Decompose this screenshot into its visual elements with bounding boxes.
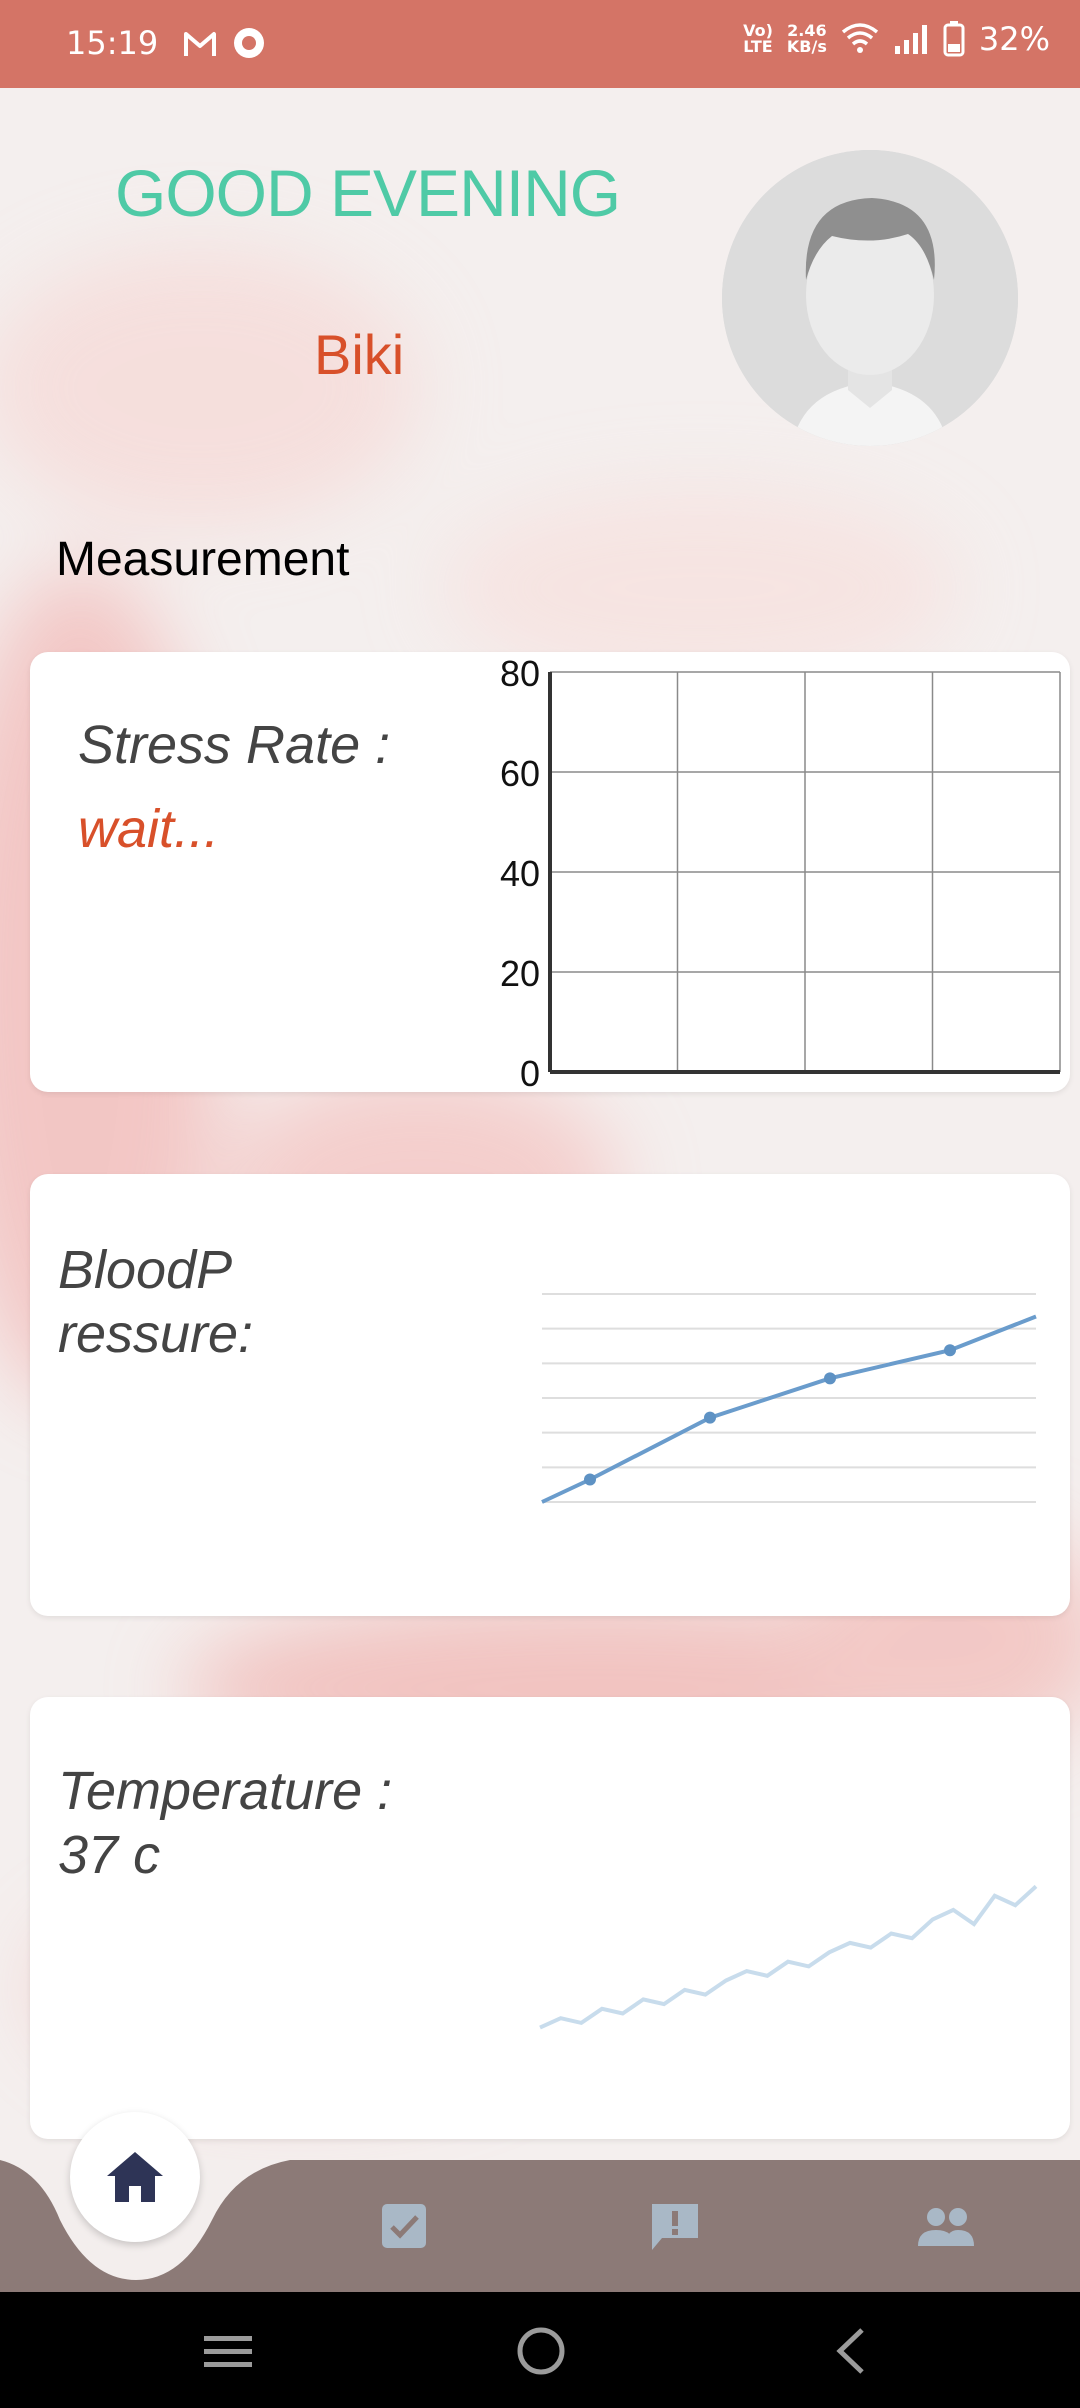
status-time: 15:19: [66, 24, 159, 62]
record-icon: [234, 28, 264, 58]
y-tick-label: 20: [500, 953, 540, 994]
blood-pressure-chart: [541, 1293, 1037, 1504]
gmail-icon: [184, 32, 216, 56]
bp-data-point: [704, 1411, 716, 1424]
signal-icon: [894, 25, 927, 54]
home-nav-button[interactable]: [70, 2112, 200, 2242]
status-bar: 15:19 Vo) LTE 2.46 KB/s: [0, 0, 1080, 88]
stress-card[interactable]: Stress Rate : wait... 0 20 40 60 80: [30, 652, 1070, 1092]
home-circle-icon[interactable]: [516, 2326, 566, 2376]
stress-rate-label: Stress Rate :: [78, 715, 391, 775]
avatar[interactable]: [722, 150, 1018, 446]
blood-pressure-label: BloodP ressure:: [58, 1240, 254, 1364]
menu-icon[interactable]: [202, 2332, 254, 2372]
y-tick-label: 60: [500, 753, 540, 794]
y-tick-label: 0: [520, 1053, 540, 1092]
people-icon[interactable]: [916, 2206, 976, 2248]
network-speed: 2.46 KB/s: [786, 21, 827, 56]
temperature-label: Temperature : 37 c: [58, 1761, 393, 1885]
stress-chart: 0 20 40 60 80: [500, 653, 1061, 1092]
wifi-icon: [841, 23, 878, 53]
stress-rate-value: wait...: [78, 799, 220, 859]
battery-icon: [943, 21, 965, 57]
user-avatar-icon: [722, 150, 1018, 446]
back-icon[interactable]: [830, 2326, 870, 2376]
measurement-heading: Measurement: [56, 533, 350, 586]
battery-percent: 32%: [978, 20, 1050, 58]
temperature-card[interactable]: Temperature : 37 c: [30, 1697, 1070, 2139]
bottom-nav-bar: [0, 2160, 1080, 2292]
home-icon: [107, 2152, 163, 2202]
greeting-text: GOOD EVENING: [115, 156, 621, 230]
y-tick-label: 80: [500, 653, 540, 694]
alert-message-icon[interactable]: [648, 2200, 702, 2254]
y-tick-label: 40: [500, 853, 540, 894]
temperature-series-line: [539, 1884, 1038, 2030]
task-check-icon[interactable]: [380, 2202, 428, 2250]
temperature-chart: [539, 1884, 1038, 2030]
bp-data-point: [824, 1372, 836, 1385]
bp-series-line: [541, 1314, 1037, 1504]
user-name: Biki: [314, 323, 405, 386]
bp-data-point: [584, 1473, 596, 1486]
volte-icon: Vo) LTE: [743, 21, 773, 56]
bp-data-point: [944, 1344, 956, 1357]
blood-pressure-card[interactable]: BloodP ressure:: [30, 1174, 1070, 1616]
system-nav-bar: [0, 2292, 1080, 2408]
